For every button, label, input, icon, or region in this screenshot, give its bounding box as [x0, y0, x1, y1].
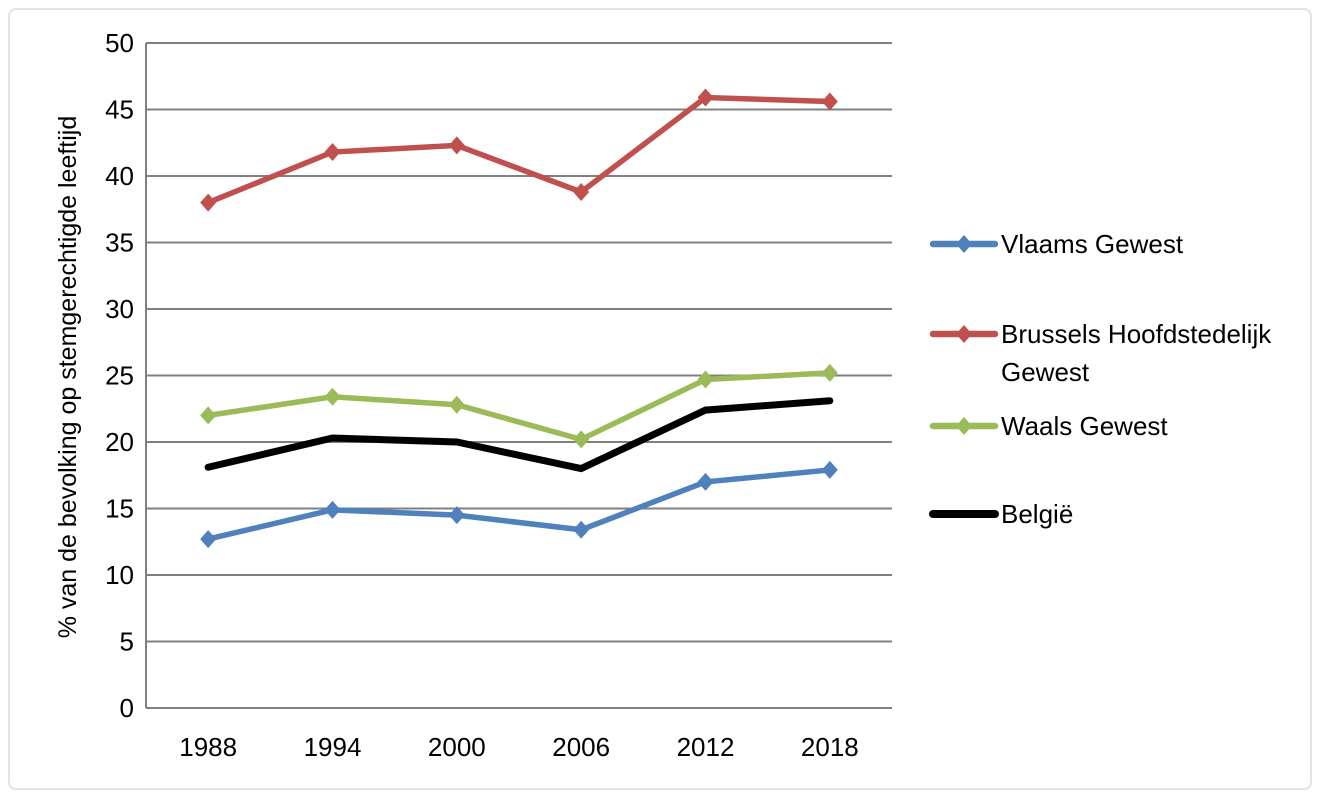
- marker-brussels-hoofdstedelijk-gewest-1988: [200, 193, 217, 212]
- marker-waals-gewest-2000: [448, 395, 465, 414]
- marker-vlaams-gewest-2012: [697, 472, 714, 491]
- marker-brussels-hoofdstedelijk-gewest-2018: [821, 92, 838, 111]
- y-tick-label-35: 35: [105, 228, 134, 258]
- legend-label: Brussels Hoofdstedelijk: [1001, 319, 1272, 349]
- legend-label: Waals Gewest: [1001, 411, 1168, 441]
- y-tick-label-15: 15: [105, 494, 134, 524]
- x-tick-label-1994: 1994: [304, 732, 362, 762]
- series-line-brussels-hoofdstedelijk-gewest: [205, 94, 833, 206]
- marker-waals-gewest-2012: [697, 370, 714, 389]
- y-tick-label-25: 25: [105, 361, 134, 391]
- series-line-waals-gewest: [205, 370, 833, 443]
- marker-vlaams-gewest-1988: [200, 530, 217, 549]
- series-line-vlaams-gewest: [205, 467, 833, 542]
- legend-item-waals-gewest: Waals Gewest: [929, 411, 1168, 441]
- legend-sample-marker: [956, 325, 972, 343]
- legend-label: België: [1001, 499, 1073, 529]
- marker-waals-gewest-2006: [573, 430, 590, 449]
- marker-brussels-hoofdstedelijk-gewest-2006: [573, 182, 590, 201]
- marker-vlaams-gewest-2018: [821, 460, 838, 479]
- marker-vlaams-gewest-2006: [573, 520, 590, 539]
- legend-item-vlaams-gewest: Vlaams Gewest: [929, 229, 1184, 259]
- y-tick-label-40: 40: [105, 161, 134, 191]
- legend-item-brussels-hoofdstedelijk-gewest: Brussels Hoofdstedelijk Gewest: [929, 319, 1272, 387]
- y-tick-label-10: 10: [105, 560, 134, 590]
- legend-label: Vlaams Gewest: [1001, 229, 1184, 259]
- y-tick-label-0: 0: [120, 693, 134, 723]
- marker-brussels-hoofdstedelijk-gewest-1994: [324, 143, 341, 162]
- x-tick-label-2006: 2006: [552, 732, 610, 762]
- marker-vlaams-gewest-2000: [448, 506, 465, 525]
- marker-brussels-hoofdstedelijk-gewest-2000: [448, 136, 465, 155]
- legend-sample-marker: [956, 235, 972, 253]
- marker-waals-gewest-1988: [200, 406, 217, 425]
- marker-vlaams-gewest-1994: [324, 500, 341, 519]
- x-tick-label-2000: 2000: [428, 732, 486, 762]
- marker-waals-gewest-2018: [821, 363, 838, 382]
- y-tick-label-50: 50: [105, 28, 134, 58]
- y-tick-label-5: 5: [120, 627, 134, 657]
- x-tick-label-2012: 2012: [677, 732, 735, 762]
- y-tick-label-20: 20: [105, 427, 134, 457]
- marker-brussels-hoofdstedelijk-gewest-2012: [697, 88, 714, 107]
- legend-label: Gewest: [1001, 357, 1090, 387]
- y-tick-label-30: 30: [105, 294, 134, 324]
- marker-waals-gewest-1994: [324, 387, 341, 406]
- x-tick-label-1988: 1988: [179, 732, 237, 762]
- legend-item-belgi-: België: [929, 499, 1073, 529]
- x-tick-label-2018: 2018: [801, 732, 859, 762]
- legend-sample-marker: [956, 417, 972, 435]
- y-tick-label-45: 45: [105, 95, 134, 125]
- series-line-belgi-: [204, 397, 834, 473]
